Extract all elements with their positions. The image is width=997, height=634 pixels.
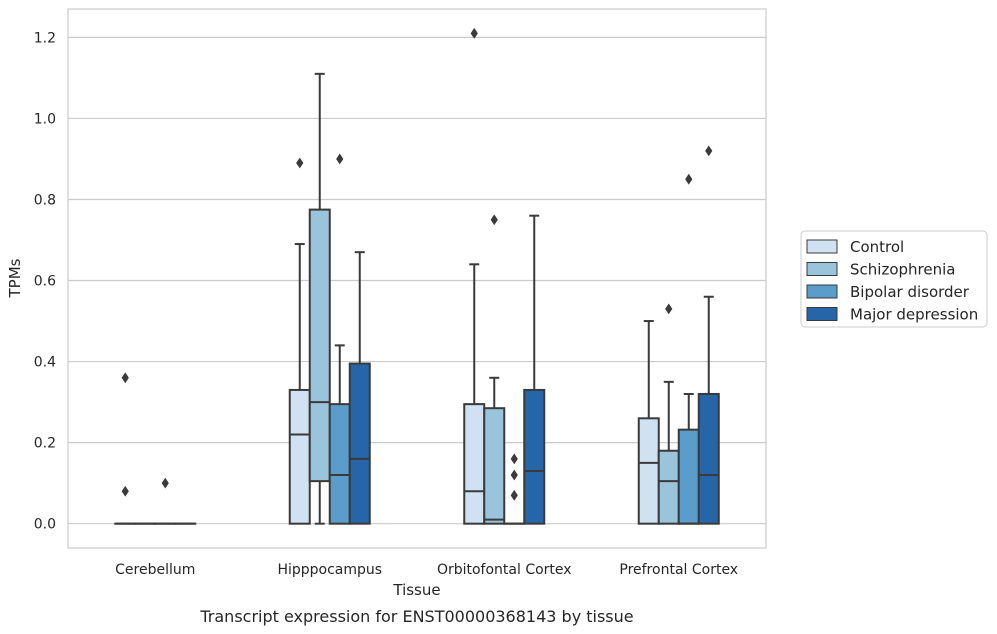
y-tick-label: 1.0 <box>34 111 56 127</box>
outlier-point <box>336 153 344 165</box>
legend-label: Schizophrenia <box>850 261 955 279</box>
box-body <box>657 449 680 525</box>
outlier-point <box>121 372 129 384</box>
x-tick-label: Cerebellum <box>115 562 195 578</box>
legend-label: Major depression <box>850 306 978 324</box>
box-control <box>288 157 311 525</box>
legend-swatch <box>806 307 838 321</box>
y-axis-label: TPMs <box>6 258 24 298</box>
box-body <box>328 403 351 525</box>
box-body <box>348 362 371 525</box>
y-tick-label: 0.6 <box>34 274 56 290</box>
box-bipolar-disorder <box>154 477 177 525</box>
box-bipolar-disorder <box>328 153 351 525</box>
outlier-point <box>705 145 713 157</box>
y-tick-label: 0.2 <box>34 436 56 452</box>
box-body <box>697 393 720 525</box>
box-body <box>677 428 700 525</box>
y-tick-label: 0.0 <box>34 517 56 533</box>
outlier-point <box>121 485 129 497</box>
y-tick-labels: 0.0 0.2 0.4 0.6 0.8 1.0 1.2 <box>34 30 56 532</box>
box-body <box>288 388 311 525</box>
x-tick-labels: Cerebellum Hipppocampus Orbitofontal Corte… <box>115 562 738 578</box>
box-body <box>308 208 331 483</box>
box-body <box>637 417 660 525</box>
outlier-point <box>470 27 478 39</box>
box-body <box>483 407 506 525</box>
legend-swatch <box>806 239 838 254</box>
legend-swatch <box>806 262 838 276</box>
legend-label: Bipolar disorder <box>850 283 970 301</box>
outlier-point <box>510 453 518 465</box>
box-bipolar-disorder <box>503 453 526 525</box>
x-axis-label: Tissue <box>392 581 440 599</box>
outlier-point <box>296 157 304 169</box>
outlier-point <box>510 489 518 501</box>
box-major-depression <box>348 251 371 525</box>
box-major-depression <box>697 145 720 525</box>
outlier-point <box>665 303 673 315</box>
x-tick-label: Hipppocampus <box>277 562 382 578</box>
box-control <box>463 27 486 525</box>
outlier-point <box>161 477 169 489</box>
legend: Control Schizophrenia Bipolar disorder Majo… <box>800 230 988 328</box>
box-bipolar-disorder <box>677 173 700 525</box>
legend-frame <box>800 230 988 328</box>
gridlines <box>68 36 766 525</box>
y-tick-label: 0.4 <box>34 355 56 371</box>
chart-caption: Transcript expression for ENST0000036814… <box>199 607 633 626</box>
outlier-point <box>685 173 693 185</box>
box-control <box>637 320 660 525</box>
x-tick-label: Orbitofontal Cortex <box>437 562 572 578</box>
box-schizophrenia <box>483 214 506 525</box>
box-schizophrenia <box>308 72 331 525</box>
outlier-point <box>510 469 518 481</box>
outlier-point <box>490 214 498 226</box>
legend-label: Control <box>850 238 904 256</box>
box-major-depression <box>523 214 546 525</box>
plot-frame <box>67 8 767 549</box>
box-series <box>114 27 720 525</box>
legend-swatch <box>806 284 838 299</box>
y-tick-label: 1.2 <box>34 30 56 46</box>
box-body <box>463 403 486 525</box>
x-tick-label: Prefrontal Cortex <box>619 562 738 578</box>
box-body <box>523 388 546 525</box>
box-schizophrenia <box>657 303 680 525</box>
box-control <box>114 372 137 525</box>
y-tick-label: 0.8 <box>34 192 56 208</box>
